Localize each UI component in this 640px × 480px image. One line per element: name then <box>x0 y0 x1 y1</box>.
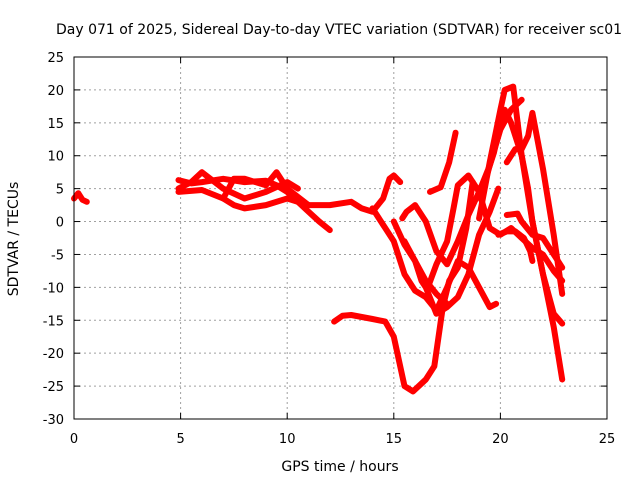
x-tick-label: 25 <box>599 432 616 447</box>
series-group <box>71 83 566 395</box>
x-tick-label: 15 <box>386 432 403 447</box>
series-line-arc-9 <box>401 238 451 307</box>
series-line-arc-5 <box>220 172 404 215</box>
chart-title: Day 071 of 2025, Sidereal Day-to-day VTE… <box>56 22 622 38</box>
series-line-arc-4 <box>175 169 312 209</box>
y-tick-label: 0 <box>56 216 64 231</box>
y-tick-label: -5 <box>51 248 64 263</box>
series-line-arc-15 <box>503 109 566 297</box>
series-line-arc-1 <box>71 190 90 205</box>
x-tick-label: 20 <box>492 432 509 447</box>
x-axis-label: GPS time / hours <box>281 459 398 475</box>
y-tick-label: -10 <box>43 281 64 296</box>
plot-frame <box>73 56 608 420</box>
series-line-arc-14 <box>480 106 566 383</box>
y-tick-label: 25 <box>47 51 64 66</box>
x-tick-label: 10 <box>279 432 296 447</box>
y-axis-ticks: 25 20 15 10 5 0 -5 -10 -15 -20 -25 -30 <box>43 51 607 428</box>
x-axis-ticks: 0 5 10 15 20 25 <box>70 57 615 447</box>
y-tick-label: -15 <box>43 314 64 329</box>
y-tick-label: 5 <box>56 183 64 198</box>
y-tick-label: -20 <box>43 347 64 362</box>
series-line-arc-16 <box>503 210 566 271</box>
series-line-arc-12 <box>427 129 459 195</box>
x-tick-label: 0 <box>70 432 78 447</box>
y-tick-label: 15 <box>47 117 64 132</box>
y-axis-label: SDTVAR / TECUs <box>6 182 22 297</box>
x-tick-label: 5 <box>176 432 184 447</box>
series-line-arc-17 <box>495 228 536 264</box>
y-tick-label: -25 <box>43 380 64 395</box>
y-tick-label: -30 <box>43 413 64 428</box>
y-tick-label: 20 <box>47 84 64 99</box>
y-tick-label: 10 <box>47 150 64 165</box>
